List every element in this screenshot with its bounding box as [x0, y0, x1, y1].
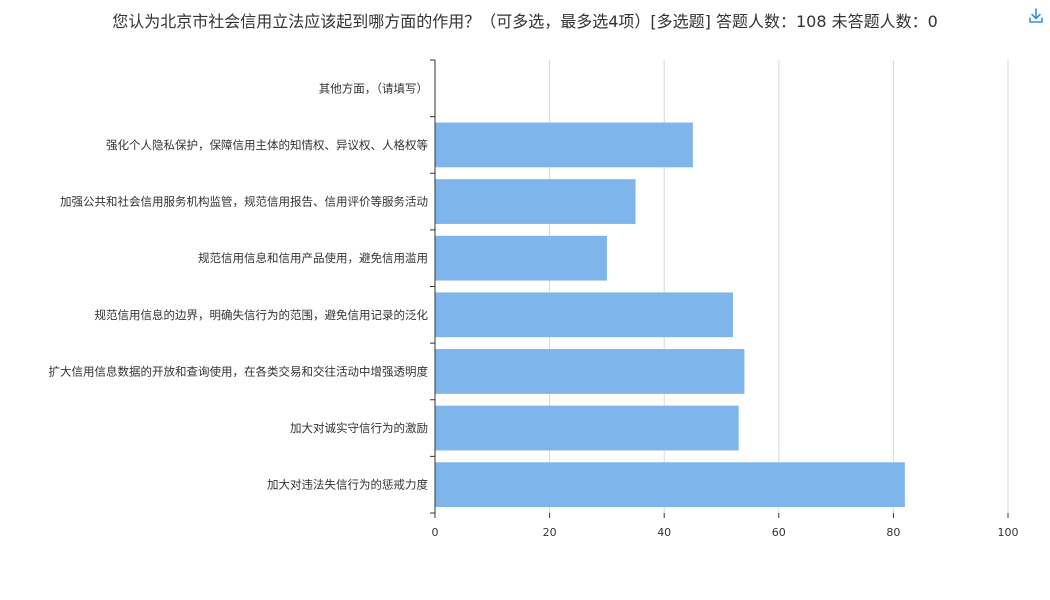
chart-title: 您认为北京市社会信用立法应该起到哪方面的作用？（可多选，最多选4项）[多选题] …: [112, 12, 938, 31]
bar-4[interactable]: [435, 292, 733, 338]
bar-1[interactable]: [435, 122, 693, 168]
x-tick-label-0: 0: [432, 526, 439, 539]
category-label-4: 规范信用信息的边界，明确失信行为的范围，避免信用记录的泛化: [95, 308, 429, 322]
x-tick-label-40: 40: [657, 526, 671, 539]
x-tick-label-20: 20: [543, 526, 557, 539]
x-tick-labels: 0 20 40 60 80 100: [432, 526, 1019, 539]
category-label-6: 加大对诚实守信行为的激励: [290, 421, 428, 435]
category-label-1: 强化个人隐私保护，保障信用主体的知情权、异议权、人格权等: [106, 138, 428, 152]
category-label-7: 加大对违法失信行为的惩戒力度: [267, 478, 428, 492]
category-label-3: 规范信用信息和信用产品使用，避免信用滥用: [198, 251, 428, 265]
bars: [435, 122, 905, 508]
category-labels: 其他方面，（请填写） 强化个人隐私保护，保障信用主体的知情权、异议权、人格权等加强…: [49, 81, 429, 491]
download-icon: [1029, 8, 1043, 23]
x-tick-label-100: 100: [998, 526, 1019, 539]
category-label-5: 扩大信用信息数据的开放和查询使用，在各类交易和交往活动中增强透明度: [49, 364, 429, 378]
bar-3[interactable]: [435, 235, 607, 281]
x-tick-label-80: 80: [886, 526, 900, 539]
x-tick-label-60: 60: [772, 526, 786, 539]
bar-2[interactable]: [435, 179, 636, 224]
category-label-2: 加强公共和社会信用服务机构监管，规范信用报告、信用评价等服务活动: [60, 195, 428, 209]
bar-6[interactable]: [435, 405, 739, 451]
bar-7[interactable]: [435, 462, 905, 508]
category-label-0: 其他方面，（请填写）: [319, 81, 428, 95]
download-button[interactable]: [1026, 6, 1046, 26]
bar-5[interactable]: [435, 349, 745, 394]
axes: [430, 59, 1009, 518]
